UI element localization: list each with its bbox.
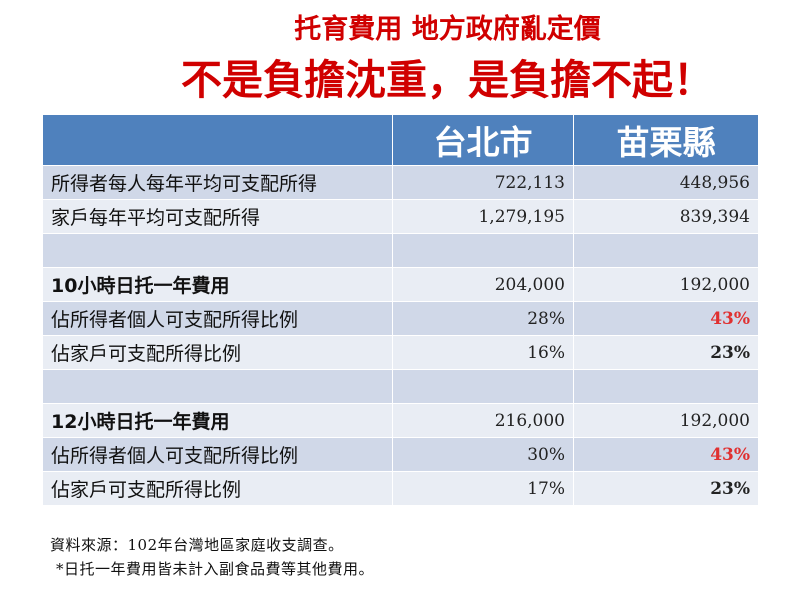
- table-row: 佔家戶可支配所得比例 16% 23%: [42, 335, 759, 370]
- table-row: 家戶每年平均可支配所得 1,279,195 839,394: [42, 199, 759, 234]
- cost-comparison-table: 台北市 苗栗縣 所得者每人每年平均可支配所得 722,113 448,956 家…: [42, 114, 759, 506]
- miaoli-value: 192,000: [573, 267, 759, 302]
- miaoli-value: [573, 233, 759, 268]
- taipei-value: 16%: [392, 335, 574, 370]
- row-label: [42, 369, 393, 404]
- source-footnote: 資料來源：102年台灣地區家庭收支調查。: [50, 536, 344, 554]
- row-label: [42, 233, 393, 268]
- taipei-value: 722,113: [392, 165, 574, 200]
- taipei-value: 1,279,195: [392, 199, 574, 234]
- miaoli-value-highlight: 23%: [573, 471, 759, 506]
- taipei-value: 216,000: [392, 403, 574, 438]
- row-label: 佔所得者個人可支配所得比例: [42, 301, 393, 336]
- table-row: 12小時日托一年費用 216,000 192,000: [42, 403, 759, 438]
- row-label: 12小時日托一年費用: [42, 403, 393, 438]
- taipei-value: 28%: [392, 301, 574, 336]
- table-row: 10小時日托一年費用 204,000 192,000: [42, 267, 759, 302]
- row-label: 10小時日托一年費用: [42, 267, 393, 302]
- miaoli-value-highlight: 23%: [573, 335, 759, 370]
- taipei-value: 204,000: [392, 267, 574, 302]
- miaoli-value: 192,000: [573, 403, 759, 438]
- miaoli-value-highlight: 43%: [573, 437, 759, 472]
- taipei-value: [392, 369, 574, 404]
- row-label: 家戶每年平均可支配所得: [42, 199, 393, 234]
- cost-footnote: *日托一年費用皆未計入副食品費等其他費用。: [56, 560, 375, 578]
- header-miaoli: 苗栗縣: [573, 114, 759, 166]
- row-label: 佔家戶可支配所得比例: [42, 335, 393, 370]
- table-row: 佔所得者個人可支配所得比例 30% 43%: [42, 437, 759, 472]
- row-label: 佔家戶可支配所得比例: [42, 471, 393, 506]
- header-blank: [42, 114, 393, 166]
- miaoli-value: 448,956: [573, 165, 759, 200]
- miaoli-value: [573, 369, 759, 404]
- row-label: 所得者每人每年平均可支配所得: [42, 165, 393, 200]
- header-taipei: 台北市: [392, 114, 574, 166]
- taipei-value: [392, 233, 574, 268]
- title-line-2: 不是負擔沈重，是負擔不起！: [181, 56, 714, 104]
- miaoli-value-highlight: 43%: [573, 301, 759, 336]
- table-header-row: 台北市 苗栗縣: [42, 114, 759, 166]
- table-row: 佔家戶可支配所得比例 17% 23%: [42, 471, 759, 506]
- title-line-1: 托育費用 地方政府亂定價: [294, 14, 601, 45]
- row-label: 佔所得者個人可支配所得比例: [42, 437, 393, 472]
- table-row: 佔所得者個人可支配所得比例 28% 43%: [42, 301, 759, 336]
- table-row-spacer: [42, 369, 759, 404]
- table-row: 所得者每人每年平均可支配所得 722,113 448,956: [42, 165, 759, 200]
- taipei-value: 30%: [392, 437, 574, 472]
- miaoli-value: 839,394: [573, 199, 759, 234]
- table-row-spacer: [42, 233, 759, 268]
- taipei-value: 17%: [392, 471, 574, 506]
